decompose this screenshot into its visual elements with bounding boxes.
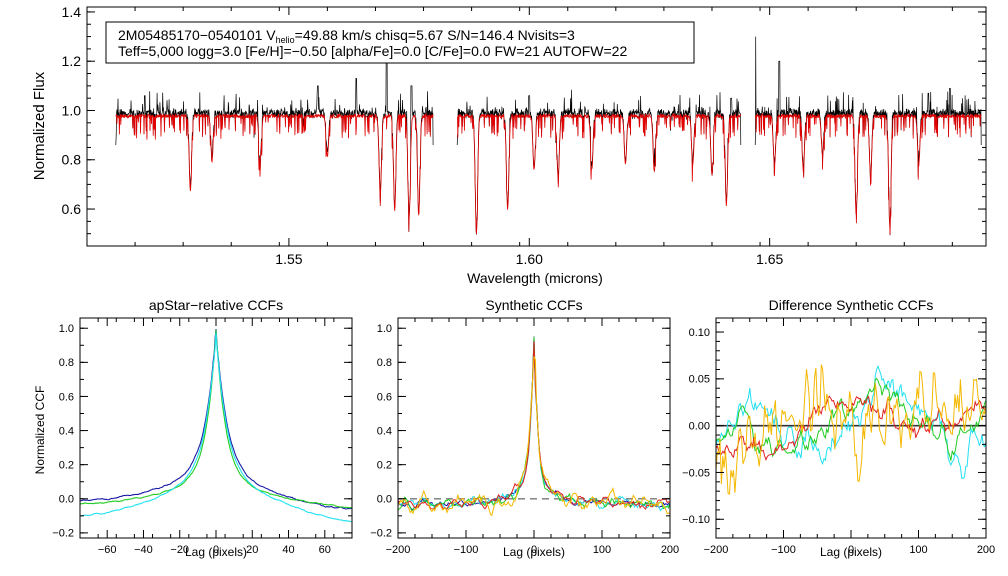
- apstar-plot-area: [79, 329, 353, 523]
- y-tick-label: −0.05: [682, 467, 710, 479]
- observed-spectrum-line: [754, 36, 982, 236]
- x-tick-label: 60: [319, 544, 331, 556]
- y-tick-label: 0.0: [59, 494, 74, 506]
- y-tick-label: 0.2: [59, 460, 74, 472]
- y-tick-label: −0.2: [52, 528, 74, 540]
- model-spectrum-line: [456, 112, 742, 234]
- y-tick-label: 1.0: [62, 102, 82, 118]
- difference-ticks: −200 −100 0 100 200 −0.10 −0.05 0.00 0.05 0.10: [682, 318, 995, 556]
- apstar-ccf-blue-line: [79, 329, 353, 510]
- apstar-ccf-cyan-line: [79, 332, 352, 523]
- spectrum-plot-area: [115, 21, 982, 236]
- y-tick-label: 1.0: [59, 323, 74, 335]
- x-tick-label: −100: [454, 544, 479, 556]
- apstar-ticks: −60 −40 −20 0 20 40 60 −0.2 0.0 0.2 0.4 0.6 0.8 1.0: [52, 318, 353, 556]
- info-box: [105, 21, 695, 64]
- x-tick-label: 1.65: [756, 251, 783, 267]
- x-tick-label: 0: [848, 544, 854, 556]
- synthetic-plot-area: [397, 336, 671, 517]
- x-tick-label: −200: [386, 544, 411, 556]
- synthetic-ticks: −200 −100 0 100 200 −0.2 0.0 0.2 0.4 0.6 0.8 1.0: [370, 318, 679, 556]
- y-tick-label: 0.00: [689, 421, 710, 433]
- model-spectrum-line: [115, 112, 434, 232]
- difference-title: Difference Synthetic CCFs: [769, 297, 934, 313]
- apstar-ccf-panel: apStar−relative CCFs −60 −40 −20 0 20 40 60 −0.…: [33, 297, 353, 559]
- info-line-2: Teff=5,000 logg=3.0 [Fe/H]=−0.50 [alpha/…: [118, 43, 627, 59]
- x-tick-label: 200: [661, 544, 679, 556]
- x-tick-label: 1.55: [275, 251, 302, 267]
- spectrum-panel: 1.55 1.60 1.65 0.6 0.8 1.0 1.2 1.4 2M05485170−0…: [31, 4, 987, 286]
- x-tick-label: −200: [704, 544, 729, 556]
- spectrum-x-label: Wavelength (microns): [467, 270, 603, 286]
- y-tick-label: 0.2: [377, 460, 392, 472]
- y-tick-label: 0.8: [62, 152, 82, 168]
- synthetic-title: Synthetic CCFs: [485, 297, 582, 313]
- y-tick-label: 0.4: [377, 425, 392, 437]
- x-tick-label: −20: [170, 544, 189, 556]
- difference-plot-area: [715, 364, 987, 495]
- x-tick-label: 100: [593, 544, 611, 556]
- y-tick-label: 1.4: [62, 4, 82, 20]
- y-tick-label: 0.05: [689, 374, 710, 386]
- vhelio-subscript: helio: [276, 35, 295, 45]
- y-tick-label: 1.2: [62, 53, 82, 69]
- y-tick-label: 0.0: [377, 494, 392, 506]
- x-tick-label: 40: [282, 544, 294, 556]
- difference-x-label: Lag (pixels): [820, 545, 882, 559]
- synthetic-ccf-cyan-line: [397, 343, 671, 512]
- difference-ccf-orange-line: [715, 364, 987, 495]
- y-tick-label: 0.6: [377, 391, 392, 403]
- difference-ccf-panel: Difference Synthetic CCFs −200 −100 0 100 20…: [682, 297, 995, 559]
- observed-spectrum-line: [456, 89, 742, 235]
- synthetic-ccf-red-line: [397, 341, 671, 510]
- y-tick-label: 0.8: [377, 357, 392, 369]
- synthetic-ccf-orange-line: [397, 356, 671, 517]
- x-tick-label: 200: [977, 544, 995, 556]
- y-tick-label: −0.10: [682, 514, 710, 526]
- apstar-y-label: Normalized CCF: [33, 386, 47, 475]
- apstar-ccf-green-line: [79, 329, 352, 509]
- apstar-x-label: Lag (pixels): [185, 545, 247, 559]
- synthetic-ccf-panel: Synthetic CCFs −200 −100 0 100 200 −0.2 0.0 0.2…: [370, 297, 679, 559]
- synthetic-ccf-blue-line: [397, 336, 671, 511]
- y-tick-label: 1.0: [377, 323, 392, 335]
- x-tick-label: 20: [246, 544, 258, 556]
- x-tick-label: 1.60: [516, 251, 543, 267]
- synthetic-x-label: Lag (pixels): [503, 545, 565, 559]
- x-tick-label: −40: [134, 544, 153, 556]
- apstar-title: apStar−relative CCFs: [149, 297, 283, 313]
- difference-ccf-cyan-line: [715, 364, 987, 480]
- x-tick-label: 0: [213, 544, 219, 556]
- y-tick-label: 0.6: [59, 391, 74, 403]
- x-tick-label: −60: [98, 544, 117, 556]
- x-tick-label: 0: [531, 544, 537, 556]
- x-tick-label: −100: [771, 544, 796, 556]
- apstar-frame: [79, 317, 353, 539]
- model-spectrum-line: [754, 112, 982, 235]
- spectrum-y-label: Normalized Flux: [31, 71, 48, 180]
- y-tick-label: 0.8: [59, 357, 74, 369]
- y-tick-label: 0.10: [689, 327, 710, 339]
- spectrum-ticks: 1.55 1.60 1.65 0.6 0.8 1.0 1.2 1.4: [62, 4, 986, 267]
- y-tick-label: 0.6: [62, 201, 82, 217]
- x-tick-label: 100: [909, 544, 927, 556]
- info-line-1: 2M05485170−0540101 Vhelio=49.88 km/s chi…: [118, 27, 575, 45]
- y-tick-label: −0.2: [370, 528, 392, 540]
- spectrum-frame: [86, 6, 987, 247]
- y-tick-label: 0.4: [59, 425, 74, 437]
